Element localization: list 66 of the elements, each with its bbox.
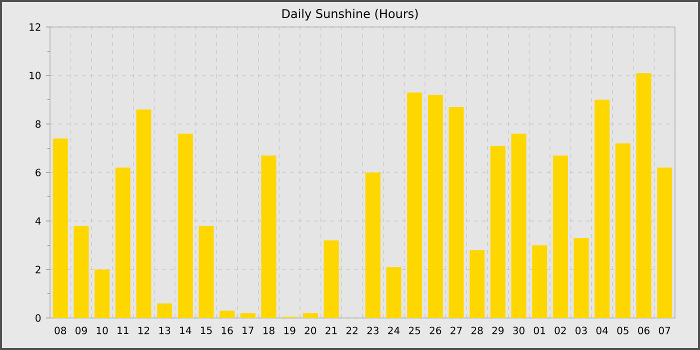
bar	[74, 226, 89, 318]
bar	[407, 92, 422, 318]
bar	[386, 267, 402, 318]
x-tick-label: 05	[617, 326, 628, 334]
x-tick-label: 03	[576, 326, 587, 334]
x-tick-label: 28	[471, 326, 483, 334]
y-tick-label: 2	[36, 266, 40, 274]
bar	[636, 73, 652, 318]
x-tick-label: 02	[554, 326, 566, 334]
x-tick-label: 21	[326, 326, 337, 334]
bar	[511, 134, 526, 318]
bar	[198, 226, 214, 318]
chart-title: Daily Sunshine (Hours)	[282, 8, 418, 20]
x-tick-label: 30	[513, 326, 524, 334]
bar	[52, 138, 68, 318]
bar	[574, 238, 589, 318]
y-tick-label: 10	[30, 72, 41, 80]
bar	[615, 143, 630, 318]
x-tick-label: 26	[430, 326, 442, 334]
bar	[136, 109, 152, 318]
x-tick-label: 29	[492, 326, 504, 334]
y-tick-label: 0	[36, 314, 41, 322]
x-tick-label: 09	[76, 326, 87, 334]
x-tick-label: 04	[596, 326, 608, 334]
x-tick-label: 27	[450, 326, 462, 334]
x-tick-label: 11	[118, 326, 128, 334]
y-tick-label: 12	[30, 23, 40, 31]
x-tick-label: 06	[638, 326, 650, 334]
bar	[428, 94, 443, 318]
y-tick-label: 8	[36, 120, 41, 128]
bar	[302, 313, 318, 318]
x-tick-label: 22	[346, 326, 358, 334]
bar	[490, 146, 506, 318]
x-tick-label: 15	[201, 326, 212, 334]
x-tick-label: 16	[222, 326, 233, 334]
y-tick-label: 6	[36, 168, 41, 176]
bar	[324, 240, 339, 318]
x-tick-label: 17	[242, 326, 254, 334]
bar	[157, 303, 172, 318]
x-tick-label: 12	[138, 326, 150, 334]
bar	[470, 250, 485, 318]
x-tick-label: 14	[180, 326, 192, 334]
bar	[220, 310, 235, 318]
bar	[94, 270, 110, 318]
x-tick-label: 25	[408, 326, 420, 334]
bar	[261, 156, 276, 318]
bar	[594, 100, 610, 318]
x-tick-label: 01	[534, 326, 546, 334]
x-tick-label: 07	[658, 326, 670, 334]
bar	[178, 134, 193, 318]
x-tick-label: 10	[96, 326, 108, 334]
bar	[115, 168, 130, 318]
bar	[448, 107, 464, 318]
x-tick-label: 19	[284, 326, 296, 334]
y-tick-label: 4	[35, 217, 41, 225]
x-tick-label: 23	[367, 326, 378, 334]
x-tick-label: 08	[54, 326, 66, 334]
bar	[552, 156, 568, 318]
x-tick-label: 20	[304, 326, 316, 334]
x-tick-label: 13	[159, 326, 170, 334]
x-tick-label: 24	[388, 326, 400, 334]
x-tick-label: 18	[264, 326, 274, 334]
bar	[657, 168, 672, 318]
bar	[365, 172, 380, 318]
bar	[532, 245, 548, 318]
bar	[240, 313, 256, 318]
